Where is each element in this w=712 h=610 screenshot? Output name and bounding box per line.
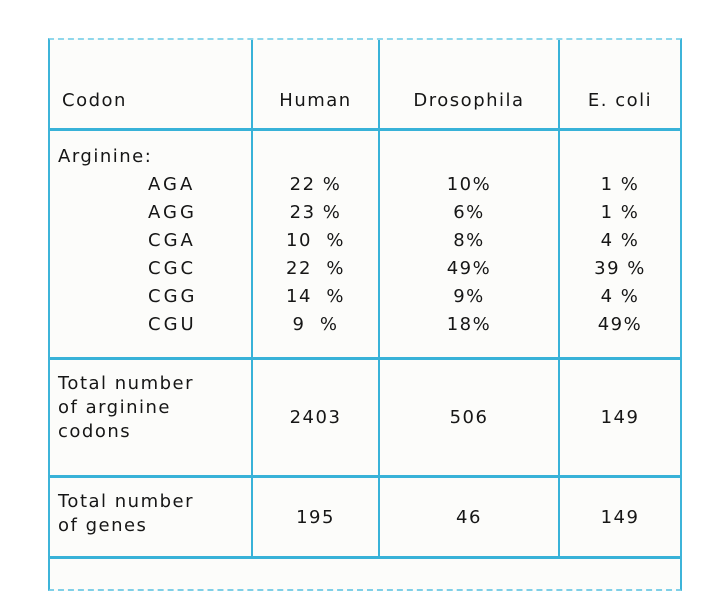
percent-value: 6% <box>453 202 485 223</box>
percent-value: 22 % <box>286 258 345 279</box>
codon-label: AGA <box>148 174 196 195</box>
percent-value: 4 % <box>600 286 640 307</box>
codon-list-cell: Arginine: AGA AGG CGA CGC CGG CGU <box>50 131 251 357</box>
percent-value: 1 % <box>600 174 640 195</box>
total-codons-human: 2403 <box>251 360 378 475</box>
arginine-section-row: Arginine: AGA AGG CGA CGC CGG CGU 22 % 2… <box>50 128 680 357</box>
percent-value: 49% <box>597 314 643 335</box>
percent-value: 49% <box>446 258 492 279</box>
header-cell-drosophila: Drosophila <box>378 40 558 128</box>
percent-value: 22 % <box>289 174 342 195</box>
header-cell-human: Human <box>251 40 378 128</box>
header-label-drosophila: Drosophila <box>413 90 525 111</box>
total-codons-label: Total number of arginine codons <box>58 373 195 442</box>
percent-value: 9% <box>453 286 485 307</box>
percent-value: 10 % <box>286 230 345 251</box>
percent-value: 23 % <box>289 202 342 223</box>
total-genes-drosophila: 46 <box>378 478 558 556</box>
codon-usage-table: Codon Human Drosophila E. coli Arginine:… <box>48 38 682 591</box>
drosophila-values-cell: 10% 6% 8% 49% 9% 18% <box>378 131 558 357</box>
total-codons-drosophila: 506 <box>378 360 558 475</box>
human-values-cell: 22 % 23 % 10 % 22 % 14 % 9 % <box>251 131 378 357</box>
codon-label: CGC <box>148 258 197 279</box>
total-genes-label: Total number of genes <box>58 491 195 536</box>
header-label-ecoli: E. coli <box>587 90 653 111</box>
percent-value: 4 % <box>600 230 640 251</box>
bottom-spacer-row <box>50 556 680 589</box>
codon-label: CGG <box>148 286 198 307</box>
amino-acid-label: Arginine: <box>58 146 153 167</box>
percent-value: 1 % <box>600 202 640 223</box>
codon-label: CGU <box>148 314 197 335</box>
total-genes-human: 195 <box>251 478 378 556</box>
codon-label: AGG <box>148 202 197 223</box>
header-cell-ecoli: E. coli <box>558 40 680 128</box>
total-genes-ecoli: 149 <box>558 478 680 556</box>
percent-value: 9 % <box>292 314 339 335</box>
total-codons-ecoli: 149 <box>558 360 680 475</box>
percent-value: 14 % <box>286 286 345 307</box>
percent-value: 8% <box>453 230 485 251</box>
ecoli-values-cell: 1 % 1 % 4 % 39 % 4 % 49% <box>558 131 680 357</box>
percent-value: 10% <box>446 174 492 195</box>
total-genes-row: Total number of genes 195 46 149 <box>50 475 680 556</box>
total-codons-row: Total number of arginine codons 2403 506… <box>50 357 680 475</box>
percent-value: 39 % <box>594 258 646 279</box>
header-cell-codon: Codon <box>50 40 251 128</box>
header-label-human: Human <box>279 90 352 111</box>
header-label-codon: Codon <box>62 90 127 111</box>
header-row: Codon Human Drosophila E. coli <box>50 40 680 128</box>
codon-label: CGA <box>148 230 196 251</box>
percent-value: 18% <box>446 314 492 335</box>
